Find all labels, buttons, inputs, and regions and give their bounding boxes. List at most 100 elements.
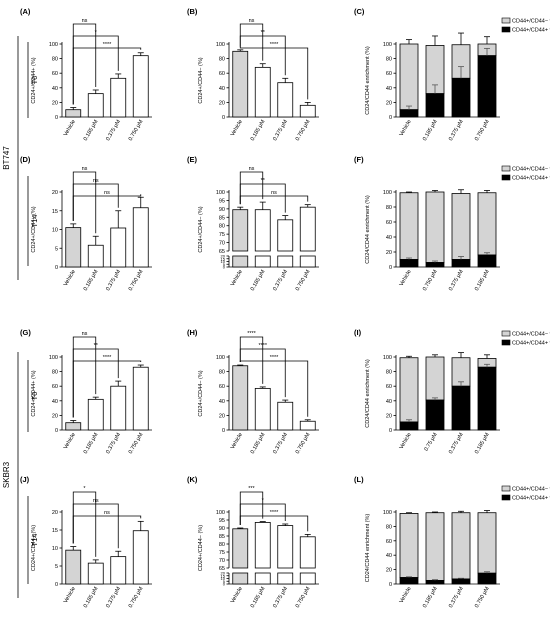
y-tick-label: 20	[386, 100, 392, 106]
y-axis-label: CD24+/CD44+ (%)	[31, 370, 37, 416]
y-tick-label: 65	[219, 566, 225, 572]
y-tick-label: 0	[389, 428, 392, 434]
y-tick-label: 20	[386, 250, 392, 256]
significance-bracket	[72, 515, 142, 544]
panel-b: (B) CD24+/CD44− (%) 0 20 40 60 80 100 Vehicle 0.1…	[187, 7, 319, 142]
panel-label: (B)	[187, 7, 198, 16]
y-tick-label: 85	[219, 215, 225, 221]
significance-bracket	[239, 503, 286, 525]
x-tick-label: 0.375 μM	[448, 269, 465, 292]
x-tick-label: 0.185 μM	[250, 432, 267, 455]
panel-label: (D)	[20, 155, 31, 164]
y-tick-label: 60	[386, 220, 392, 226]
bar-negative	[477, 512, 497, 574]
significance-bracket	[239, 35, 286, 76]
bar	[277, 525, 294, 569]
bar	[277, 82, 294, 118]
timepoint-label: T14	[30, 534, 39, 547]
x-tick-label: Vehicle	[63, 432, 77, 450]
y-tick-label: 0	[389, 582, 392, 588]
panel-label: (C)	[354, 7, 365, 16]
significance-label: ****	[103, 42, 112, 48]
significance-label: ns	[93, 498, 99, 504]
panel-label: (J)	[20, 475, 30, 484]
y-tick-label-lower: 15	[221, 256, 226, 261]
y-tick-label: 10	[52, 228, 58, 234]
significance-label: ****	[103, 355, 112, 361]
y-axis-label: CD24/CD44 enrichment (%)	[365, 514, 371, 583]
significance-label: ****	[270, 510, 279, 516]
y-tick-label: 60	[386, 384, 392, 390]
y-tick-label: 0	[55, 265, 58, 271]
bar-positive	[425, 580, 445, 585]
bar-negative	[399, 43, 419, 111]
panel-g: (G) CD24+/CD44+ (%) 0 20 40 60 80 100 Vehicle 0.1…	[20, 328, 152, 455]
x-tick-label: 0.375 μM	[105, 586, 122, 609]
bar	[277, 401, 294, 431]
bar	[132, 530, 149, 585]
y-axis-label: CD24+/CD44+ (%)	[31, 57, 37, 103]
x-tick-label: Vehicle	[399, 119, 413, 137]
significance-label: ***	[248, 486, 255, 492]
row-labels: BT747 SKBR3 T0 T14 T0 T14	[2, 36, 39, 598]
x-tick-label: 0.75 μM	[424, 432, 439, 453]
x-tick-label: 0.375 μM	[105, 119, 122, 142]
bar	[232, 528, 249, 569]
panel-l: (L) CD24/CD44 enrichment (%) 0 20 40 60 80 100 V…	[354, 475, 550, 609]
significance-bracket	[239, 171, 264, 205]
significance-label: ns	[104, 190, 110, 196]
panel-label: (L)	[354, 475, 364, 484]
bar-negative	[399, 513, 419, 578]
bar-negative	[425, 356, 445, 401]
x-tick-label: 0.185 μM	[83, 432, 100, 455]
bar-lower	[232, 572, 249, 585]
y-tick-label: 100	[216, 190, 225, 196]
significance-label: ns	[104, 510, 110, 516]
y-tick-label: 15	[52, 209, 58, 215]
y-tick-label: 0	[55, 115, 58, 121]
y-tick-label: 75	[219, 550, 225, 556]
significance-label: **	[261, 30, 266, 36]
x-tick-label: 0.375 μM	[272, 432, 289, 455]
timepoint-label: T14	[30, 215, 39, 228]
x-tick-label: 0.375 μM	[272, 119, 289, 142]
significance-bracket	[239, 195, 309, 205]
x-tick-label: Vehicle	[399, 586, 413, 604]
bar	[87, 398, 104, 431]
panel-label: (G)	[20, 328, 31, 337]
panel-k: (K) CD24+/CD44− (%) 65 70 75 80 85 90 95 100 05101…	[187, 475, 319, 609]
bar	[110, 77, 127, 118]
legend-swatch-positive	[501, 339, 511, 346]
bar-positive	[451, 259, 471, 268]
bar-lower	[299, 255, 316, 268]
y-tick-label: 20	[219, 100, 225, 106]
bar-positive	[477, 572, 497, 585]
y-tick-label: 40	[386, 235, 392, 241]
y-tick-label-lower: 20	[221, 254, 226, 259]
panel-label: (K)	[187, 475, 198, 484]
y-tick-label: 70	[219, 241, 225, 247]
y-tick-label: 80	[52, 370, 58, 376]
significance-label: ns	[249, 18, 255, 24]
y-tick-label: 80	[386, 524, 392, 530]
y-tick-label: 90	[219, 207, 225, 213]
bar-positive	[451, 385, 471, 431]
y-tick-label: 80	[386, 370, 392, 376]
panel-a: (A) CD24+/CD44+ (%) 0 20 40 60 80 100 Vehicle 0.1…	[20, 7, 152, 142]
y-tick-label: 0	[55, 428, 58, 434]
bar	[254, 66, 271, 118]
bar-negative	[477, 192, 497, 256]
significance-bracket	[239, 348, 286, 398]
legend-label: CD44+/CD44− %	[512, 487, 550, 493]
panel-h: (H) CD24+/CD44− (%) 0 20 40 60 80 100 Vehicle 0.1…	[187, 328, 319, 455]
legend-label: CD44+/CD44− %	[512, 167, 550, 173]
significance-label: **	[94, 343, 99, 349]
x-tick-label: 0.750 μM	[128, 586, 145, 609]
legend-swatch-negative	[501, 17, 511, 24]
y-tick-label: 70	[219, 558, 225, 564]
x-tick-label: 0.185 μM	[250, 119, 267, 142]
panel-e: (E) CD24+/CD44− (%) 65 70 75 80 85 90 95 100 05101…	[187, 155, 319, 292]
x-tick-label: 0.750 μM	[295, 119, 312, 142]
y-axis-label: CD24+/CD44+ (%)	[31, 206, 37, 252]
